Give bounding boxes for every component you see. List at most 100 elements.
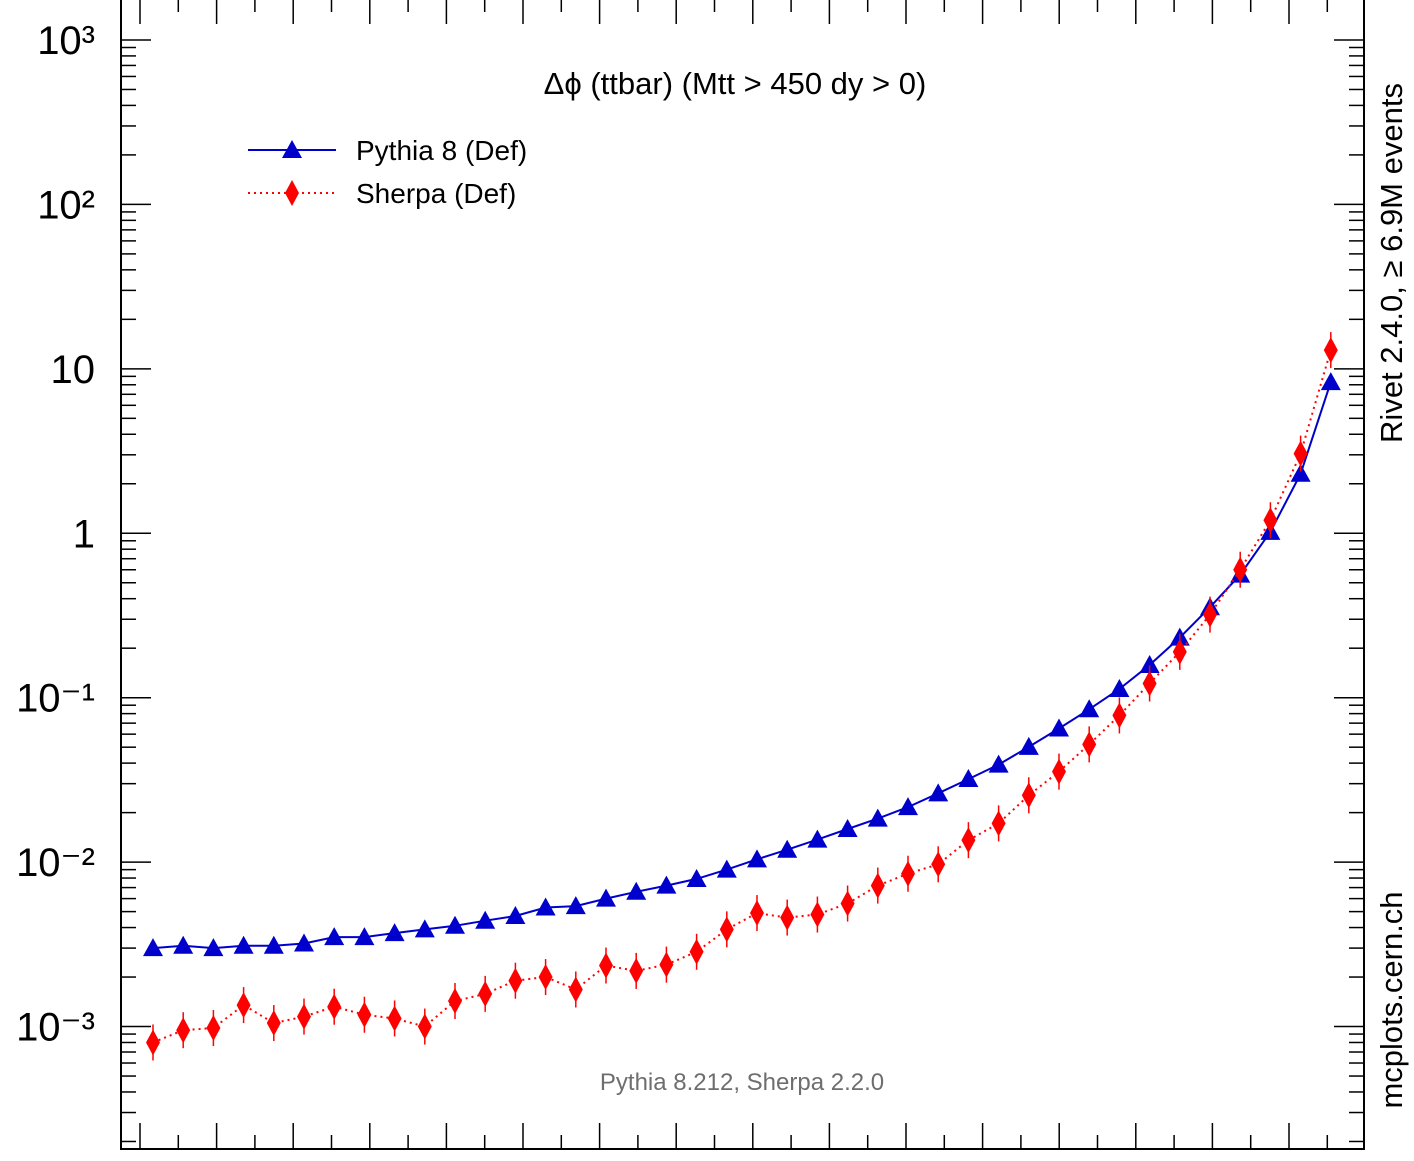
data-point xyxy=(354,927,375,946)
data-point xyxy=(1263,507,1278,534)
y-tick-label-10: 10 xyxy=(51,348,96,392)
data-point xyxy=(417,1013,432,1040)
data-point xyxy=(1290,463,1311,482)
data-point xyxy=(233,935,254,954)
data-point xyxy=(1233,556,1248,583)
data-point xyxy=(599,952,613,979)
data-point xyxy=(901,860,915,887)
data-point xyxy=(750,900,764,927)
data-point xyxy=(686,868,707,887)
legend: Pythia 8 (Def) Sherpa (Def) xyxy=(248,135,527,209)
chart-title: Δϕ (ttbar) (Mtt > 450 dy > 0) xyxy=(544,66,927,101)
data-point xyxy=(448,988,462,1015)
data-point xyxy=(1293,440,1308,467)
data-point xyxy=(991,810,1006,837)
data-point xyxy=(928,783,949,802)
data-point xyxy=(297,1003,311,1030)
data-point xyxy=(807,829,828,848)
x-axis-ticks xyxy=(139,0,1329,1149)
data-point xyxy=(1018,736,1039,755)
data-point xyxy=(384,923,405,942)
data-point xyxy=(629,957,644,984)
data-point xyxy=(176,1017,191,1044)
data-point xyxy=(810,901,825,928)
y-axis-ticks xyxy=(121,39,1364,1143)
data-point xyxy=(777,839,798,858)
y-tick-label-1e-3: 10⁻³ xyxy=(16,1006,95,1050)
data-point xyxy=(565,896,586,915)
data-point xyxy=(1049,718,1069,737)
data-point xyxy=(1109,678,1130,697)
data-point xyxy=(716,859,737,878)
y-tick-label-1e2: 10² xyxy=(37,183,95,227)
data-point xyxy=(327,993,342,1020)
data-point xyxy=(898,797,918,816)
data-point xyxy=(988,754,1009,773)
data-point xyxy=(840,890,855,917)
data-point xyxy=(535,897,556,916)
data-point xyxy=(263,935,284,954)
data-point xyxy=(173,935,194,954)
y-tick-label-1e-2: 10⁻² xyxy=(16,841,95,885)
data-point xyxy=(867,808,888,827)
data-point xyxy=(203,938,224,957)
data-point xyxy=(266,1010,281,1037)
data-point xyxy=(870,872,885,899)
data-point xyxy=(146,1029,160,1056)
data-point xyxy=(1172,638,1187,665)
data-point xyxy=(780,904,795,931)
legend-label-sherpa: Sherpa (Def) xyxy=(356,178,516,209)
data-point xyxy=(747,849,767,868)
data-series xyxy=(143,332,1341,1061)
data-point xyxy=(568,976,583,1003)
data-point xyxy=(931,851,946,878)
data-point xyxy=(357,1001,372,1028)
data-point xyxy=(1203,601,1217,628)
data-point xyxy=(324,927,345,946)
data-point xyxy=(656,875,677,894)
rivet-version-label: Rivet 2.4.0, ≥ 6.9M events xyxy=(1374,83,1409,443)
data-point xyxy=(961,827,976,854)
data-point xyxy=(1021,782,1036,809)
data-point xyxy=(958,769,979,788)
data-point xyxy=(1142,670,1157,697)
data-point xyxy=(1139,655,1160,674)
data-point xyxy=(143,938,163,957)
data-point xyxy=(1082,731,1097,758)
data-point xyxy=(478,980,493,1007)
data-point xyxy=(1052,758,1066,785)
series-line-0 xyxy=(152,381,1332,950)
data-point xyxy=(1079,699,1100,718)
data-point xyxy=(1320,372,1341,391)
data-point xyxy=(659,951,674,978)
data-point xyxy=(1323,337,1338,364)
data-point xyxy=(538,964,553,991)
data-point xyxy=(689,938,704,965)
data-point xyxy=(294,933,314,952)
data-point xyxy=(475,910,496,929)
data-point xyxy=(414,919,435,938)
generator-versions-note: Pythia 8.212, Sherpa 2.2.0 xyxy=(600,1069,884,1096)
legend-marker-pythia xyxy=(282,140,302,158)
data-point xyxy=(236,992,251,1019)
data-point xyxy=(1112,702,1127,729)
data-point xyxy=(387,1005,402,1032)
data-point xyxy=(837,819,858,838)
legend-label-pythia: Pythia 8 (Def) xyxy=(356,135,527,166)
plot-frame xyxy=(120,0,1365,1150)
data-point xyxy=(445,915,465,934)
data-point xyxy=(596,888,616,907)
data-point xyxy=(719,916,734,943)
y-tick-label-1: 1 xyxy=(73,512,95,556)
y-tick-label-1e3: 10³ xyxy=(37,19,95,63)
y-tick-label-1e-1: 10⁻¹ xyxy=(16,677,95,721)
data-point xyxy=(626,881,647,900)
mcplots-url-label: mcplots.cern.ch xyxy=(1374,891,1409,1108)
data-point xyxy=(508,967,523,994)
data-point xyxy=(505,906,526,925)
legend-marker-sherpa xyxy=(285,180,299,206)
data-point xyxy=(206,1014,221,1041)
y-axis-tick-labels: 10³ 10² 10 1 10⁻¹ 10⁻² 10⁻³ xyxy=(16,19,95,1050)
plot-border xyxy=(120,0,1365,1150)
